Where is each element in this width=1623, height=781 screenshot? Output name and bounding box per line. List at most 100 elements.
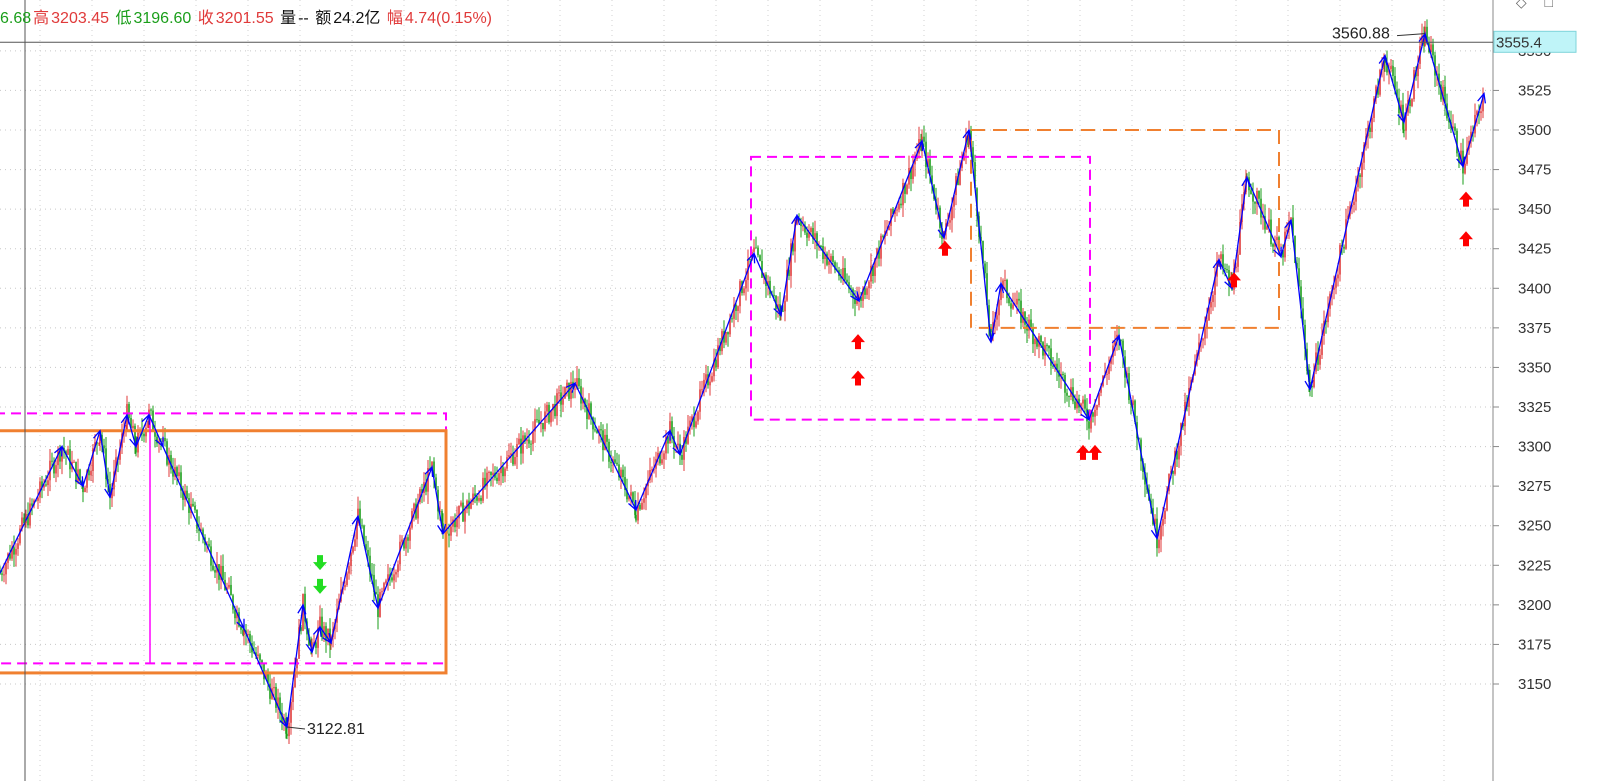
zigzag-arrowhead [985, 332, 995, 344]
magenta-box [0, 412, 447, 665]
square-icon[interactable]: □ [1544, 0, 1553, 10]
candle-body [671, 421, 673, 436]
candle-body [1032, 327, 1034, 345]
candle-body [522, 435, 524, 454]
candle-body [273, 686, 275, 689]
candle-body [86, 470, 88, 488]
candle-body [709, 381, 711, 386]
candle-body [1403, 129, 1405, 131]
candle-body [502, 467, 504, 477]
candle-body [1304, 324, 1306, 349]
candle-body [103, 445, 105, 449]
candle-body [286, 733, 288, 737]
candle-body [96, 442, 98, 444]
candle-body [620, 469, 622, 478]
candle-body [202, 529, 204, 538]
candle-body [514, 456, 516, 465]
candle-body [986, 273, 988, 306]
candle-body [348, 565, 350, 574]
candle-body [1224, 268, 1226, 270]
candle-body [474, 493, 476, 497]
candle-body [506, 457, 508, 469]
candle-body [870, 265, 872, 282]
candle-body [894, 209, 896, 214]
candle-body [498, 473, 500, 481]
candle-body [194, 505, 196, 510]
candle-body [350, 552, 352, 566]
candle-body [804, 225, 806, 233]
candle-body [19, 528, 21, 544]
zigzag-arrowhead [850, 291, 860, 303]
candle-body [476, 496, 478, 501]
candle-body [628, 495, 630, 500]
candle-body [637, 504, 639, 521]
candle-body [820, 246, 822, 248]
candle-body [1438, 73, 1440, 85]
candle-body [596, 430, 598, 434]
candle-body [927, 159, 929, 168]
candle-body [1214, 276, 1216, 295]
candle-body [439, 510, 441, 512]
candle-body [1082, 399, 1084, 404]
candle-body [325, 626, 327, 642]
candle-body [626, 490, 628, 500]
candle-body [998, 299, 1000, 316]
candle-body [279, 697, 281, 713]
candle-body [1202, 338, 1204, 341]
candle-body [1076, 398, 1078, 409]
candle-body [369, 555, 371, 575]
candle-body [99, 435, 101, 444]
zigzag-arrowhead [93, 429, 102, 441]
candle-body [1096, 405, 1098, 410]
candle-body [1452, 126, 1454, 129]
quote-info-bar: 6.68 高 3203.45 低 3196.60 收 3201.55 量 -- 额 24.2… [0, 4, 494, 28]
candle-body [1373, 98, 1375, 118]
candle-body [143, 433, 145, 437]
candle-body [906, 184, 908, 194]
tick-label: 3400 [1518, 280, 1551, 297]
open-value: 6.68 [0, 10, 32, 27]
candle-body [689, 420, 691, 427]
candle-body [520, 438, 522, 454]
tick-label: 3525 [1518, 82, 1551, 99]
candle-body [622, 469, 624, 478]
candle-body [496, 477, 498, 481]
candle-body [212, 565, 214, 570]
candle-body [425, 482, 427, 492]
candle-body [1392, 66, 1394, 76]
candle-body [1284, 231, 1286, 258]
candle-body [1254, 201, 1256, 204]
candle-body [558, 392, 560, 394]
candle-body [1369, 127, 1371, 133]
candle-body [532, 431, 534, 445]
candle-body [134, 425, 136, 446]
high-price-label: 3560.88 [1332, 26, 1390, 43]
candle-body [327, 628, 329, 642]
candle-body [510, 453, 512, 456]
candle-body [941, 227, 943, 239]
candle-body [363, 525, 365, 545]
candle-body [1166, 491, 1168, 511]
candle-body [959, 167, 961, 185]
diamond-icon[interactable]: ◇ [1515, 0, 1527, 10]
candle-body [79, 469, 81, 481]
candle-body [1440, 84, 1442, 100]
candle-body [516, 444, 518, 457]
candle-body [681, 454, 683, 460]
zigzag-arrowhead [351, 514, 361, 526]
candle-body [448, 533, 450, 536]
candle-body [854, 297, 856, 304]
candle-body [409, 527, 411, 541]
candle-body [257, 654, 259, 657]
candle-body [659, 452, 661, 464]
candle-body [464, 509, 466, 522]
candle-body [228, 584, 230, 588]
candlesticks [0, 19, 1484, 744]
candle-body [550, 410, 552, 423]
tick-label: 3500 [1518, 122, 1551, 139]
candle-body [1448, 118, 1450, 123]
candle-body [786, 269, 788, 301]
candle-body [462, 502, 464, 522]
candle-body [51, 460, 53, 462]
